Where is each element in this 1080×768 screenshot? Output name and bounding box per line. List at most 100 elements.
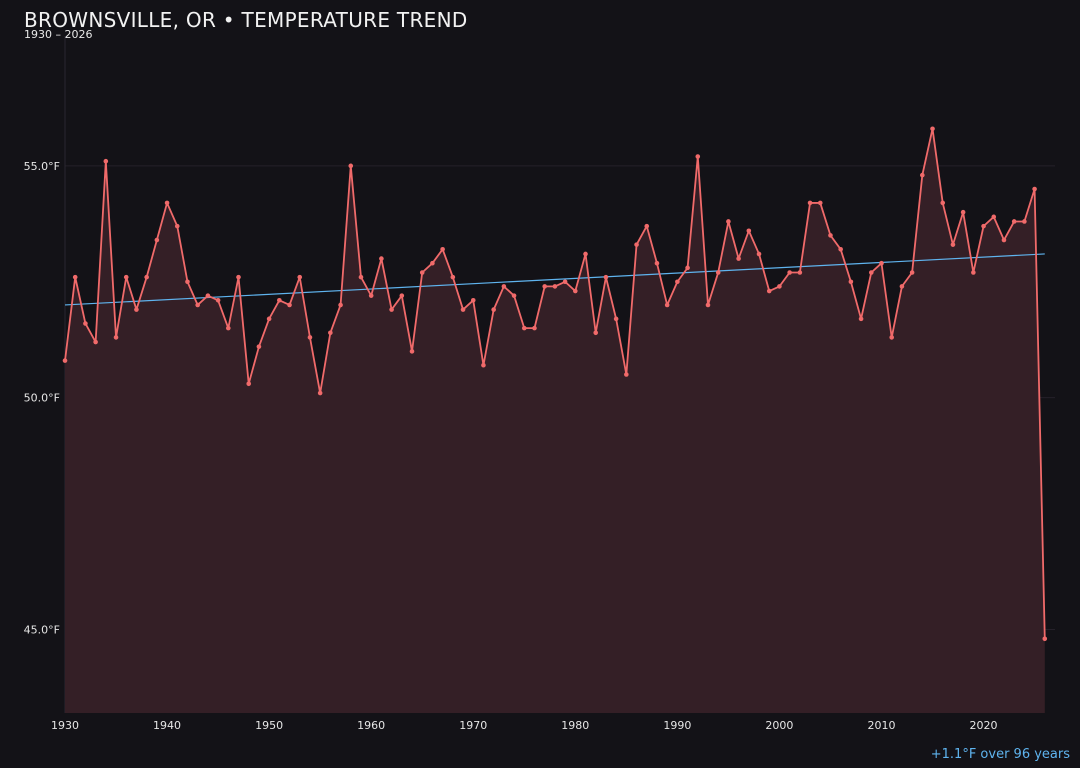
data-point	[664, 302, 670, 308]
data-point	[879, 260, 884, 266]
data-point	[552, 284, 558, 289]
data-point	[940, 200, 946, 206]
data-point	[848, 279, 854, 285]
data-point	[481, 362, 486, 368]
data-point	[685, 265, 690, 271]
data-point	[226, 325, 231, 331]
data-point	[521, 325, 527, 331]
data-point	[134, 307, 139, 312]
data-point	[746, 228, 752, 234]
data-point	[93, 339, 98, 345]
data-point	[981, 223, 986, 229]
data-point	[460, 307, 466, 312]
data-point	[256, 344, 262, 349]
data-point	[328, 330, 333, 336]
y-tick-label: 45.0°F	[24, 624, 60, 637]
data-point	[205, 293, 211, 298]
data-point	[287, 302, 292, 308]
data-point	[532, 325, 537, 331]
data-point	[838, 247, 843, 252]
data-point	[72, 274, 78, 280]
series-area	[65, 128, 1045, 714]
data-point	[409, 349, 415, 354]
x-tick-label: 1940	[153, 719, 181, 732]
x-tick-label: 1980	[561, 719, 589, 732]
data-point	[542, 284, 547, 289]
data-point	[950, 242, 956, 247]
x-tick-label: 1950	[255, 719, 283, 732]
data-point	[399, 293, 405, 298]
data-point	[726, 219, 731, 224]
chart-subtitle: 1930 – 2026	[24, 28, 93, 41]
data-point	[991, 214, 997, 220]
data-point	[450, 274, 456, 280]
y-tick-label: 50.0°F	[24, 392, 60, 405]
data-point	[368, 293, 374, 298]
data-point	[960, 209, 966, 215]
data-point	[562, 279, 568, 285]
data-point	[501, 284, 507, 289]
data-point	[246, 381, 252, 387]
data-point	[215, 298, 221, 303]
data-point	[144, 274, 149, 280]
data-point	[154, 237, 160, 243]
data-point	[858, 316, 864, 322]
data-point	[909, 270, 915, 275]
data-point	[430, 260, 435, 266]
data-point	[185, 279, 190, 285]
data-point	[868, 270, 874, 275]
data-point	[777, 284, 782, 289]
data-point	[583, 251, 588, 257]
data-point	[695, 154, 701, 159]
data-point	[511, 293, 517, 298]
data-point	[930, 126, 935, 132]
y-tick-label: 55.0°F	[24, 160, 60, 173]
data-point	[1032, 186, 1037, 192]
data-point	[603, 274, 609, 280]
data-point	[828, 233, 833, 238]
x-tick-label: 2020	[970, 719, 998, 732]
data-point	[1042, 636, 1048, 642]
data-point	[123, 274, 129, 280]
data-point	[787, 270, 792, 275]
data-point	[297, 274, 303, 280]
data-point	[103, 158, 109, 164]
data-point	[1011, 219, 1017, 224]
data-point	[348, 163, 354, 169]
data-point	[307, 335, 313, 340]
data-point	[195, 302, 200, 308]
data-point	[644, 223, 650, 229]
chart-title: BROWNSVILLE, OR • TEMPERATURE TREND	[24, 8, 468, 32]
data-point	[715, 270, 721, 275]
x-tick-label: 2010	[867, 719, 895, 732]
data-point	[1001, 237, 1007, 243]
data-point	[62, 358, 68, 363]
x-tick-label: 2000	[765, 719, 793, 732]
data-point	[920, 172, 925, 178]
data-point	[164, 200, 170, 206]
data-point	[317, 390, 323, 396]
data-point	[736, 256, 741, 261]
data-point	[705, 302, 711, 308]
data-point	[389, 307, 394, 312]
data-point	[675, 279, 680, 285]
data-point	[807, 200, 813, 206]
data-point	[266, 316, 272, 322]
data-point	[634, 242, 639, 247]
data-point	[1022, 219, 1027, 224]
x-tick-label: 1930	[51, 719, 79, 732]
data-point	[419, 270, 425, 275]
data-point	[236, 274, 241, 280]
data-point	[174, 223, 180, 229]
data-point	[593, 330, 599, 336]
x-tick-label: 1960	[357, 719, 385, 732]
data-point	[889, 335, 894, 340]
data-point	[654, 260, 660, 266]
data-point	[440, 247, 445, 252]
data-point	[756, 251, 762, 257]
x-tick-label: 1970	[459, 719, 487, 732]
data-point	[797, 270, 803, 275]
data-point	[83, 321, 88, 326]
data-point	[277, 298, 282, 303]
